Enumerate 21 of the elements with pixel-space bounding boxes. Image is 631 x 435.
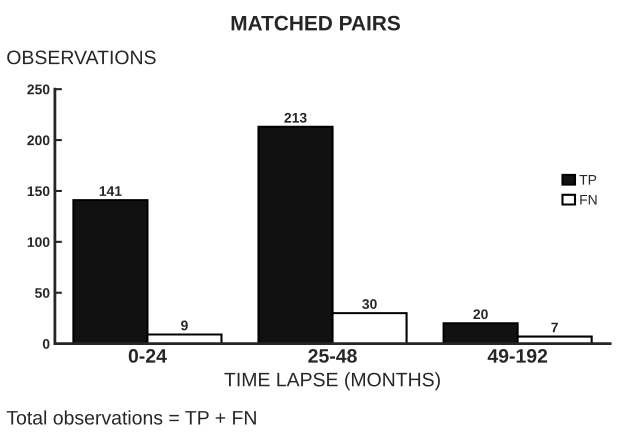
y-tick-label: 200 xyxy=(27,135,50,146)
y-tick-label: 100 xyxy=(28,237,50,248)
x-tick-label: 49-192 xyxy=(488,349,548,363)
legend-label: TP xyxy=(579,175,596,185)
data-label: 213 xyxy=(284,112,307,123)
data-label: 141 xyxy=(100,186,122,196)
data-label: 20 xyxy=(473,309,488,320)
x-axis-title: TIME LAPSE (MONTHS) xyxy=(224,372,440,390)
y-tick-label: 150 xyxy=(28,186,50,196)
data-label: 9 xyxy=(181,320,188,330)
chart-title: MATCHED PAIRS xyxy=(232,16,400,31)
y-tick-label: 50 xyxy=(35,288,50,298)
data-label: 30 xyxy=(362,299,377,309)
legend-label: FN xyxy=(580,194,597,204)
data-label: 7 xyxy=(551,322,558,332)
y-tick-label: 0 xyxy=(42,338,50,349)
x-tick-label: 25-48 xyxy=(308,349,357,363)
y-axis-title: OBSERVATIONS xyxy=(7,50,156,64)
y-tick-label: 250 xyxy=(27,84,50,94)
x-tick-label: 0-24 xyxy=(128,349,167,363)
text: Total observations = TP + FN xyxy=(6,410,256,425)
